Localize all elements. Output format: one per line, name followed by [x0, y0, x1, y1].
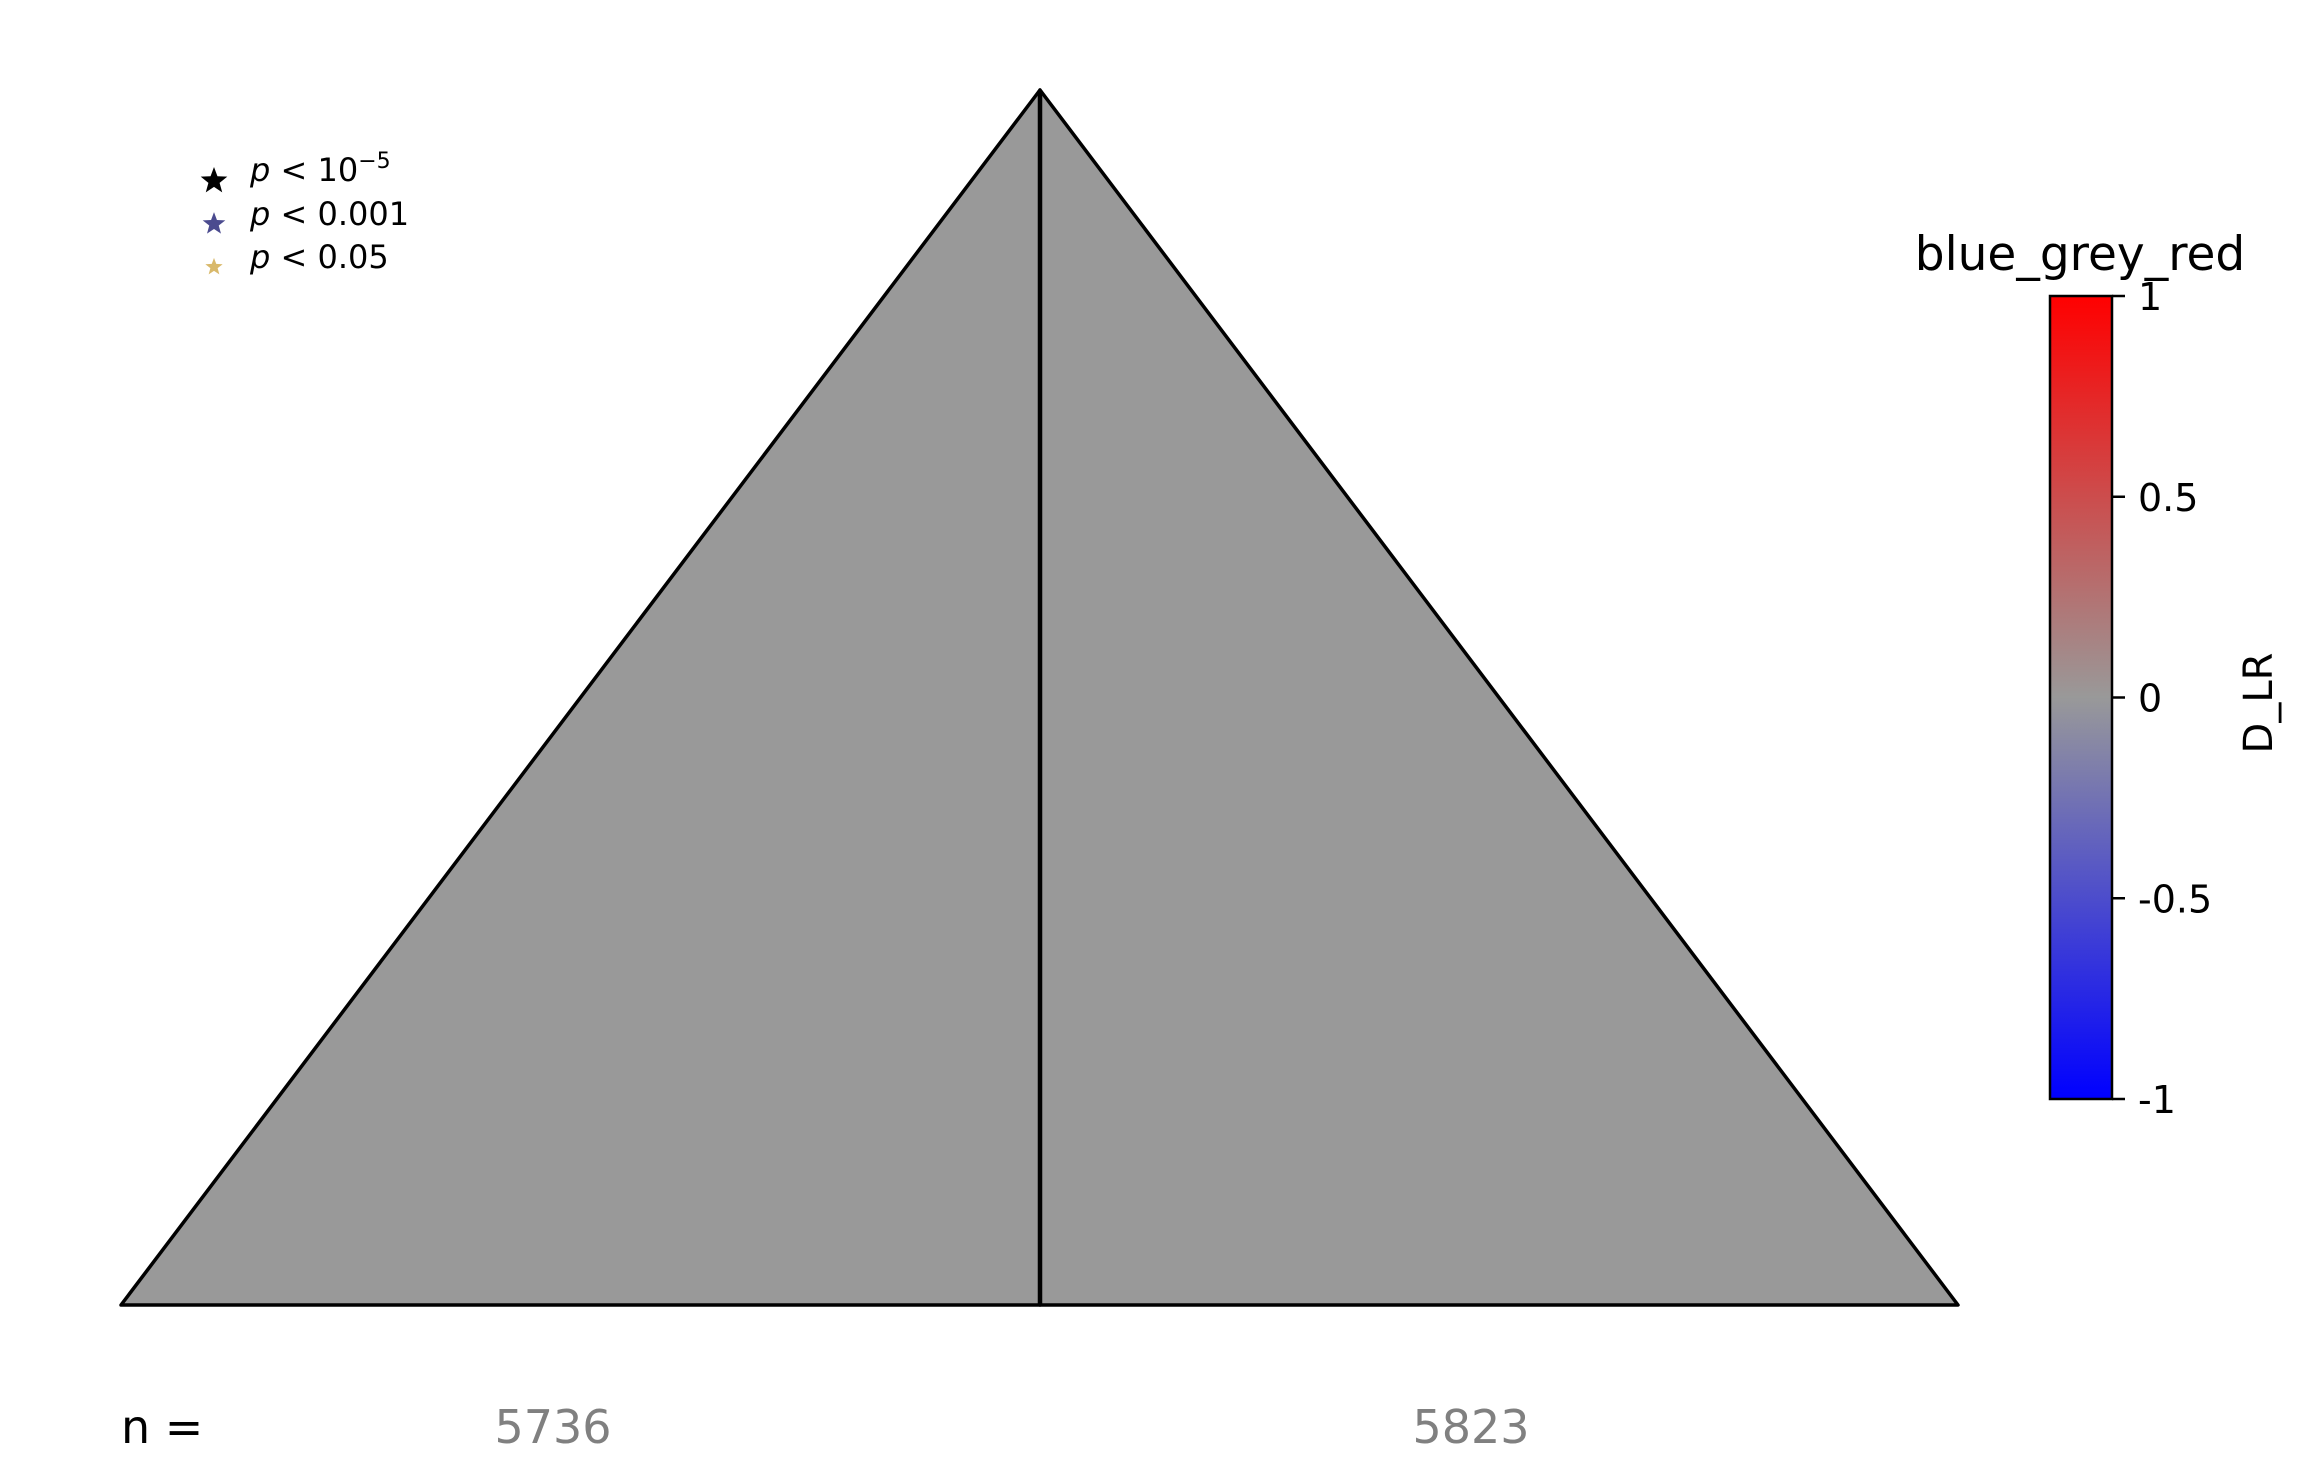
colorbar-ticks: 1 0.5 0 -0.5 -1 [2112, 275, 2212, 1122]
n-label: n = [121, 1400, 203, 1454]
colorbar-label: D_LR [2236, 653, 2282, 754]
colorbar-gradient [2050, 296, 2112, 1099]
legend-entry-p-1e-5: p < 10−5 [201, 149, 391, 192]
significance-legend: p < 10−5 p < 0.001 p < 0.05 [201, 149, 409, 276]
n-value-left: 5736 [494, 1400, 611, 1454]
legend-label: p < 0.05 [249, 238, 389, 276]
colorbar: blue_grey_red 1 0.5 0 -0.5 -1 D_LR [1915, 227, 2282, 1122]
star-icon [203, 212, 226, 234]
star-icon [201, 167, 228, 192]
n-value-right: 5823 [1412, 1400, 1529, 1454]
colorbar-title: blue_grey_red [1915, 227, 2246, 282]
colorbar-tick-label: 1 [2138, 275, 2162, 319]
legend-entry-p-0001: p < 0.001 [203, 195, 409, 234]
legend-label: p < 10−5 [249, 149, 391, 189]
legend-entry-p-005: p < 0.05 [205, 238, 388, 276]
legend-label: p < 0.001 [249, 195, 409, 233]
star-icon [205, 258, 222, 274]
colorbar-tick-label: 0.5 [2138, 476, 2198, 520]
colorbar-tick-label: -1 [2138, 1078, 2176, 1122]
colorbar-tick-label: 0 [2138, 677, 2162, 721]
colorbar-tick-label: -0.5 [2138, 877, 2212, 921]
right-triangle-region [1040, 90, 1958, 1305]
